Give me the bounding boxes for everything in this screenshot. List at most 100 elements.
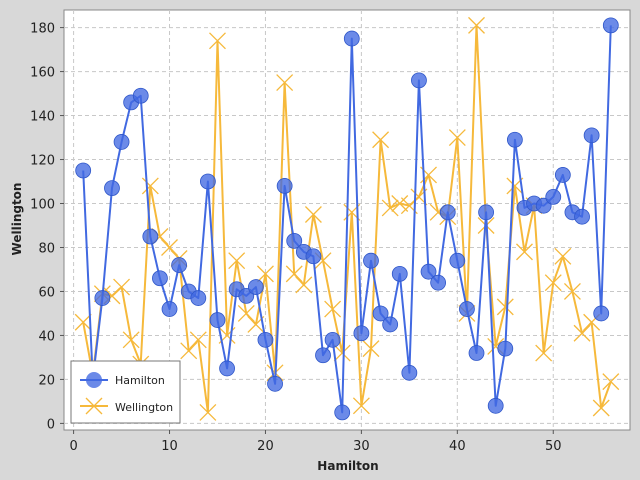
data-point-wellington: [122, 331, 140, 349]
data-point-wellington: [256, 265, 274, 283]
data-point-wellington: [199, 403, 217, 421]
data-point-wellington: [352, 397, 370, 415]
data-point-hamilton: [190, 290, 207, 306]
data-point-hamilton: [411, 72, 427, 89]
data-point-hamilton: [459, 301, 475, 317]
data-point-hamilton: [343, 30, 360, 47]
data-point-wellington: [496, 298, 514, 316]
data-point-wellington: [324, 300, 342, 318]
y-tick-label: 80: [38, 241, 55, 256]
data-point-hamilton: [554, 167, 571, 183]
data-point-wellington: [74, 313, 92, 331]
data-point-hamilton: [305, 248, 322, 265]
data-point-wellington: [161, 239, 178, 256]
data-point-hamilton: [209, 312, 226, 328]
data-point-hamilton: [468, 345, 485, 361]
y-tick-label: 140: [30, 110, 55, 125]
legend-wellington-marker: [85, 397, 103, 415]
data-point-hamilton: [315, 347, 331, 364]
legend-x-glyph: [85, 397, 103, 415]
y-tick-label: 40: [38, 329, 55, 344]
data-point-hamilton: [593, 305, 610, 322]
legend: Hamilton Wellington: [70, 360, 181, 424]
y-axis-title: Wellington: [10, 183, 24, 256]
x-tick-label: 30: [353, 439, 370, 454]
data-point-wellington: [468, 16, 485, 34]
data-point-hamilton: [219, 360, 235, 377]
y-tick-label: 160: [30, 66, 55, 81]
data-point-wellington: [516, 243, 533, 261]
data-point-wellington: [554, 247, 572, 265]
data-point-wellington: [209, 32, 226, 50]
data-point-wellington: [448, 129, 466, 146]
y-tick-label: 100: [30, 198, 55, 213]
data-point-wellington: [113, 278, 131, 296]
data-point-wellington: [592, 399, 610, 417]
y-tick-label: 60: [38, 285, 55, 300]
data-point-hamilton: [545, 189, 562, 205]
data-point-wellington: [285, 265, 303, 283]
legend-box: [70, 360, 181, 424]
data-point-wellington: [535, 344, 553, 362]
data-point-wellington: [141, 177, 159, 195]
data-point-hamilton: [372, 305, 389, 322]
data-point-hamilton: [142, 228, 159, 245]
data-point-wellington: [573, 324, 591, 342]
data-point-hamilton: [506, 131, 523, 148]
data-point-wellington: [333, 344, 351, 362]
x-tick-label: 10: [161, 439, 178, 454]
data-point-wellington: [276, 74, 294, 92]
data-point-hamilton: [497, 340, 514, 357]
data-point-hamilton: [247, 279, 264, 295]
data-point-wellington: [295, 276, 313, 294]
x-tick-label: 20: [257, 439, 274, 454]
data-point-wellington: [372, 131, 390, 149]
data-point-hamilton: [602, 17, 619, 34]
x-tick-label: 0: [69, 439, 77, 454]
data-point-hamilton: [94, 290, 111, 306]
legend-hamilton-label: Hamilton: [115, 374, 165, 387]
data-point-hamilton: [487, 397, 504, 414]
data-point-hamilton: [132, 87, 149, 104]
data-point-wellington: [381, 199, 399, 217]
data-point-hamilton: [171, 257, 188, 273]
data-point-wellington: [189, 331, 207, 349]
data-point-wellington: [237, 304, 255, 322]
data-point-hamilton: [449, 252, 466, 269]
data-point-hamilton: [363, 252, 379, 269]
y-tick-label: 180: [30, 22, 55, 37]
data-point-hamilton: [430, 274, 447, 291]
data-point-hamilton: [334, 404, 351, 421]
data-point-hamilton: [267, 375, 283, 392]
data-point-wellington: [304, 206, 322, 223]
axis-ticks: 0 10 20 30 40 50 0 20 40 60 80 100 120 140 160 180: [30, 22, 561, 454]
data-point-hamilton: [286, 232, 303, 249]
data-point-hamilton: [382, 316, 399, 333]
data-point-hamilton: [113, 134, 130, 150]
data-point-hamilton: [401, 364, 418, 381]
y-tick-label: 0: [47, 417, 55, 432]
data-point-hamilton: [391, 265, 408, 282]
data-point-wellington: [391, 195, 409, 212]
data-point-wellington: [180, 342, 198, 360]
data-point-hamilton: [324, 331, 341, 348]
data-point-hamilton: [199, 173, 216, 190]
data-point-hamilton: [583, 127, 600, 144]
data-point-hamilton: [152, 270, 168, 287]
data-point-hamilton: [478, 204, 495, 221]
data-point-hamilton: [439, 204, 456, 221]
data-point-hamilton: [161, 301, 178, 317]
x-tick-label: 50: [545, 439, 562, 454]
data-point-wellington: [228, 252, 246, 270]
data-point-hamilton: [257, 331, 274, 348]
data-point-hamilton: [104, 180, 120, 197]
data-point-hamilton: [75, 162, 92, 179]
data-point-hamilton: [420, 263, 437, 280]
x-tick-label: 40: [449, 439, 466, 454]
x-axis-title: Hamilton: [317, 459, 378, 473]
legend-hamilton-marker: [86, 372, 102, 388]
data-point-wellington: [362, 340, 380, 358]
data-point-wellington: [544, 274, 562, 292]
data-point-hamilton: [276, 178, 293, 194]
y-tick-label: 120: [30, 154, 55, 169]
